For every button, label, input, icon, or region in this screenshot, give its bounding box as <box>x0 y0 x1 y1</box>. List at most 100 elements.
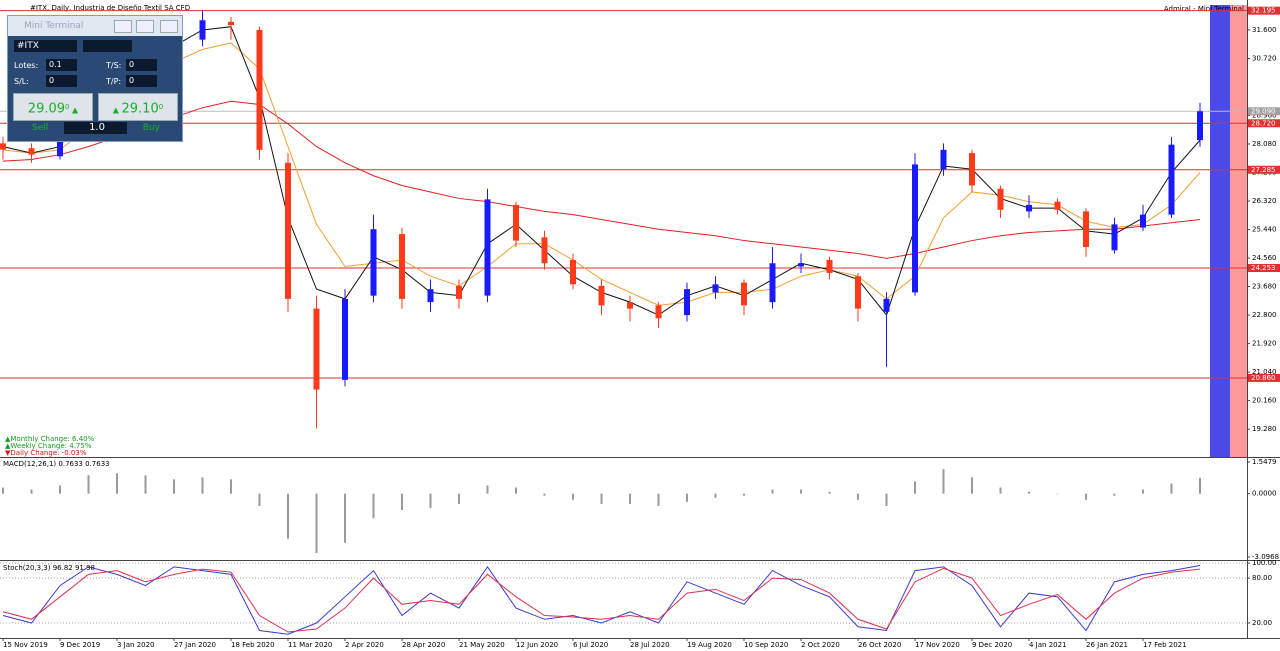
mini-terminal[interactable]: Mini Terminal #ITX Lotes: 0.1 T/S: 0 S/L: 0… <box>7 15 183 142</box>
histogram-bar <box>629 493 631 504</box>
price-label-bg <box>1248 264 1280 273</box>
lots-field[interactable]: 0.1 <box>46 59 77 71</box>
histogram-bar <box>600 493 603 504</box>
indicator-line <box>2 567 1201 633</box>
histogram-bar <box>686 493 688 502</box>
histogram-bar <box>914 481 916 494</box>
indicator-line <box>2 100 1201 259</box>
change-text: ▼Daily Change: -0.03% <box>5 449 87 457</box>
title-bar: Mini Terminal <box>8 16 182 36</box>
candle-body <box>1054 201 1061 210</box>
buy-pip: 0 <box>158 103 164 111</box>
tp-field[interactable]: 0 <box>126 75 157 87</box>
histogram-bar <box>1142 489 1144 494</box>
candle-body <box>798 263 804 267</box>
candle-body <box>1140 214 1146 228</box>
candle-body <box>513 204 519 241</box>
indicator-title: MACD(12,26,1) 0.7633 0.7633 <box>3 460 110 468</box>
histogram-bar <box>714 493 717 498</box>
price-label: 24.253 <box>1251 264 1276 272</box>
change-text: ▲Weekly Change: 4.75% <box>5 442 92 450</box>
sl-field[interactable]: 0 <box>46 75 77 87</box>
ts-field[interactable]: 0 <box>126 59 157 71</box>
candle-body <box>399 234 405 299</box>
close-button[interactable] <box>160 20 178 33</box>
future-band <box>1210 5 1230 457</box>
histogram-bar <box>401 493 403 511</box>
price-label-bg <box>1248 373 1280 382</box>
x-tick-label: 19 Aug 2020 <box>687 641 732 649</box>
x-tick-label: 15 Nov 2019 <box>3 641 48 649</box>
symbol-field[interactable]: #ITX <box>14 40 77 52</box>
histogram-bar <box>885 493 888 506</box>
x-tick-label: 17 Nov 2020 <box>915 641 960 649</box>
candle-body <box>826 259 833 273</box>
candle-body <box>627 302 633 309</box>
histogram-bar <box>515 487 517 494</box>
candle-body <box>883 298 890 312</box>
histogram-bar <box>857 493 859 500</box>
candle-body <box>940 149 947 170</box>
candle-body <box>598 285 605 306</box>
terminal-title: Mini Terminal <box>24 21 84 31</box>
price-label: 28.720 <box>1251 119 1276 127</box>
histogram-bar <box>657 493 660 506</box>
candle-body <box>1168 144 1175 215</box>
candle-body <box>769 263 776 303</box>
indicator-line <box>2 565 1201 635</box>
field-label: S/L: <box>14 76 29 86</box>
sell-price: 29.09 <box>27 101 66 117</box>
x-tick-label: 17 Feb 2021 <box>1143 641 1187 649</box>
buy-button[interactable]: Buy <box>142 123 160 133</box>
histogram-bar <box>201 477 204 494</box>
histogram-bar <box>116 473 118 494</box>
histogram-bar <box>1170 483 1173 494</box>
volume-field[interactable]: 1.0 <box>64 122 128 134</box>
candle-body <box>855 276 861 309</box>
x-tick-label: 12 Jun 2020 <box>516 641 558 649</box>
candle-body <box>28 148 35 155</box>
price-label-bg <box>1248 119 1280 128</box>
price-label-bg <box>1248 165 1280 174</box>
y-tick-label: 30.720 <box>1252 54 1277 62</box>
y-tick-label: 0.0000 <box>1252 490 1277 498</box>
candle-body <box>1197 111 1203 141</box>
histogram-bar <box>572 493 574 500</box>
x-tick-label: 9 Dec 2019 <box>60 641 100 649</box>
minimize-button[interactable] <box>114 20 132 33</box>
histogram-bar <box>1056 493 1059 495</box>
price-label: 32.195 <box>1251 7 1276 15</box>
sell-button[interactable]: Sell <box>32 123 49 133</box>
sell-price-button[interactable]: 29.090 ▲ <box>13 93 93 121</box>
buy-price: 29.10 <box>121 101 159 117</box>
y-tick-label: 24.560 <box>1252 254 1277 262</box>
future-band-red <box>1230 5 1247 457</box>
candle-body <box>342 298 348 380</box>
y-tick-label: 100.00 <box>1252 559 1277 567</box>
histogram-bar <box>1113 493 1116 496</box>
maximize-button[interactable] <box>136 20 154 33</box>
histogram-bar <box>999 487 1002 494</box>
candle-body <box>969 153 975 186</box>
histogram-bar <box>486 485 489 494</box>
candle-body <box>912 164 918 293</box>
x-tick-label: 9 Dec 2020 <box>972 641 1012 649</box>
y-tick-label: 1.5479 <box>1252 458 1277 466</box>
candle-body <box>427 289 434 303</box>
histogram-bar <box>1199 478 1201 494</box>
y-tick-label: 28.960 <box>1252 111 1277 119</box>
y-tick-label: -3.0968 <box>1252 553 1279 561</box>
x-tick-label: 2 Oct 2020 <box>801 641 840 649</box>
price-label: 29.090 <box>1251 107 1276 115</box>
histogram-bar <box>2 487 4 494</box>
histogram-bar <box>429 493 432 509</box>
y-tick-label: 31.600 <box>1252 26 1277 34</box>
change-text: ▲Monthly Change: 6.40% <box>5 435 95 443</box>
price-label: 20.860 <box>1251 374 1276 382</box>
y-tick-label: 22.800 <box>1252 311 1277 319</box>
candle-body <box>1026 204 1032 212</box>
buy-price-button[interactable]: ▲ 29.100 <box>98 93 178 121</box>
histogram-bar <box>258 493 261 506</box>
